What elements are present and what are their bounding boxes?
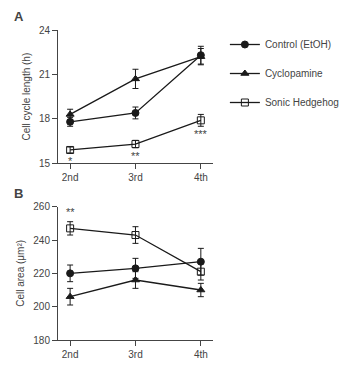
- svg-text:A: A: [14, 9, 24, 24]
- svg-text:2nd: 2nd: [62, 172, 79, 183]
- svg-text:24: 24: [39, 25, 51, 36]
- svg-text:4th: 4th: [194, 349, 208, 360]
- svg-text:2nd: 2nd: [62, 349, 79, 360]
- svg-text:*: *: [68, 155, 73, 167]
- svg-text:200: 200: [33, 301, 50, 312]
- svg-text:180: 180: [33, 335, 50, 346]
- svg-text:Control (EtOH): Control (EtOH): [265, 39, 331, 50]
- svg-text:3rd: 3rd: [128, 172, 142, 183]
- svg-text:260: 260: [33, 201, 50, 212]
- svg-text:Sonic Hedgehog: Sonic Hedgehog: [265, 97, 339, 108]
- svg-text:240: 240: [33, 235, 50, 246]
- svg-text:Cell area (μm²): Cell area (μm²): [15, 240, 26, 307]
- svg-text:18: 18: [39, 113, 51, 124]
- svg-text:***: ***: [194, 128, 208, 140]
- svg-text:**: **: [66, 206, 75, 218]
- svg-text:4th: 4th: [194, 172, 208, 183]
- svg-text:220: 220: [33, 268, 50, 279]
- svg-text:3rd: 3rd: [128, 349, 142, 360]
- svg-text:15: 15: [39, 158, 51, 169]
- svg-text:21: 21: [39, 69, 51, 80]
- svg-text:Cell cycle length (h): Cell cycle length (h): [21, 53, 32, 141]
- svg-text:B: B: [14, 186, 23, 201]
- svg-text:**: **: [131, 150, 140, 162]
- svg-text:Cyclopamine: Cyclopamine: [265, 68, 323, 79]
